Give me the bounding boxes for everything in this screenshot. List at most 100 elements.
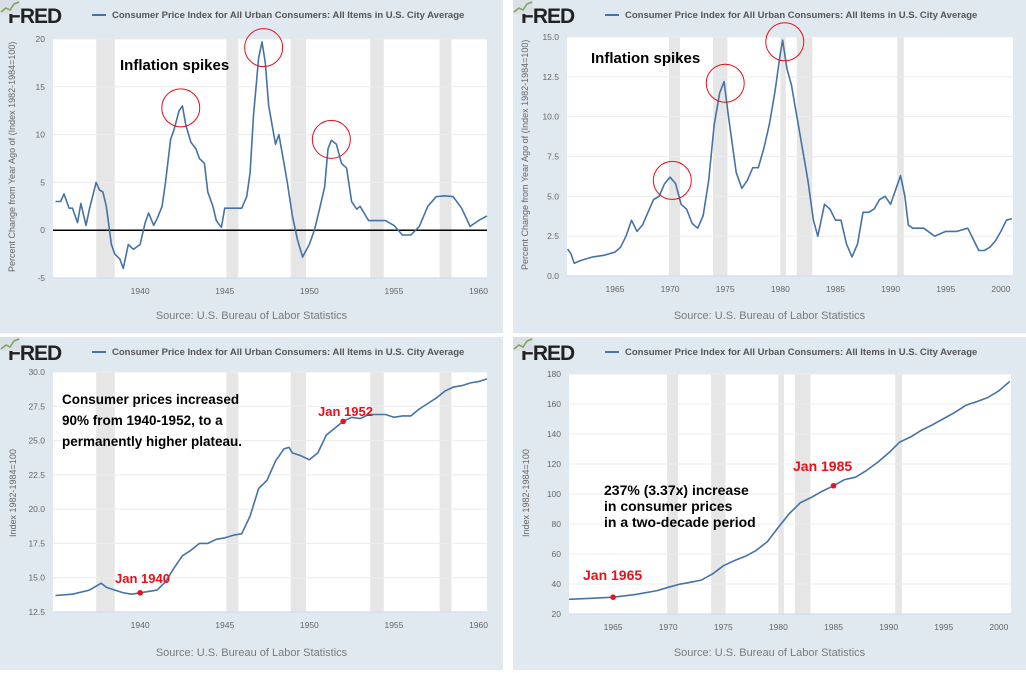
chart-svg: 12.5 15.0 17.5 20.0 22.5 25.0 27.5 30.0 1940 1945…: [28, 367, 488, 630]
x-tick-label: 2000: [989, 622, 1008, 632]
x-tick-label: 1950: [300, 620, 319, 630]
x-tick-label: 1970: [661, 284, 680, 294]
x-tick-label: 1940: [131, 620, 150, 630]
x-tick-label: 1965: [604, 622, 623, 632]
y-tick-label: 20: [36, 34, 46, 44]
x-tick-label: 1995: [936, 284, 955, 294]
x-tick-label: 1960: [469, 620, 488, 630]
cpi-series-line: [55, 378, 488, 597]
annotation-line: 90% from 1940-1952, to a: [62, 413, 223, 428]
annotation-line: 237% (3.37x) increase: [604, 482, 749, 498]
chart-svg: 20 40 60 80 100 120 140 160 180 1965 1970 1975 1980 1…: [547, 369, 1011, 632]
fred-logo: FRED: [8, 5, 62, 28]
annotation-line: in consumer prices: [604, 498, 733, 514]
highlight-circle: [161, 88, 201, 128]
x-tick-label: 1985: [824, 622, 843, 632]
cpi-series-line: [568, 380, 1011, 601]
cpi-series-line: [55, 41, 488, 270]
chart-panel-yoy-1935-1960: FRED Consumer Price Index for All Urban …: [0, 0, 503, 333]
y-tick-label: 180: [547, 369, 561, 379]
x-tick-label: 1945: [215, 286, 234, 296]
y-tick-label: 5.0: [547, 191, 559, 201]
x-tick-label: 1955: [384, 286, 403, 296]
data-point-marker: [830, 482, 837, 489]
y-tick-label: 80: [552, 519, 562, 529]
recession-band: [226, 39, 239, 278]
x-tick-label: 1945: [215, 620, 234, 630]
recession-band: [96, 372, 115, 612]
source-text: Source: U.S. Bureau of Labor Statistics: [673, 647, 866, 659]
x-tick-label: 1975: [716, 284, 735, 294]
y-tick-label: 10.0: [542, 112, 559, 122]
y-tick-label: 0: [40, 225, 45, 235]
marker-label: Jan 1940: [115, 571, 170, 586]
x-tick-label: 1980: [769, 622, 788, 632]
recession-band: [370, 39, 384, 278]
marker-label: Jan 1985: [793, 458, 853, 474]
y-tick-label: 40: [552, 579, 562, 589]
y-tick-label: 20: [552, 609, 562, 619]
fred-logo: FRED: [521, 342, 575, 365]
chart-svg: 0.0 2.5 5.0 7.5 10.0 12.5 15.0 1965 1970 1975 1980…: [542, 22, 1013, 294]
chart-panel-index-1961-2000: FRED Consumer Price Index for All Urban …: [513, 337, 1026, 670]
recession-band: [290, 39, 306, 278]
y-tick-label: 25.0: [28, 436, 45, 446]
y-tick-label: 100: [547, 489, 561, 499]
highlight-circle: [311, 119, 351, 159]
highlight-circle: [652, 160, 692, 200]
plot-area: [53, 39, 487, 278]
recession-band: [370, 372, 384, 612]
x-tick-label: 1995: [934, 622, 953, 632]
annotation-line: Consumer prices increased: [62, 392, 240, 407]
highlight-circle: [244, 28, 284, 68]
y-tick-label: 30.0: [28, 367, 45, 377]
y-tick-label: 160: [547, 399, 561, 409]
recession-band: [439, 372, 452, 612]
y-tick-label: 22.5: [28, 470, 45, 480]
y-tick-label: 5: [40, 177, 45, 187]
source-text: Source: U.S. Bureau of Labor Statistics: [155, 647, 348, 659]
y-tick-label: 17.5: [28, 538, 45, 548]
x-tick-label: 1990: [881, 284, 900, 294]
chart-panel-yoy-1961-2000: FRED Consumer Price Index for All Urban …: [513, 0, 1026, 333]
annotation-inflation-spikes: Inflation spikes: [120, 57, 230, 74]
y-tick-label: -5: [37, 273, 45, 283]
highlight-circle: [705, 63, 745, 103]
series-title: Consumer Price Index for All Urban Consu…: [605, 347, 977, 358]
x-tick-label: 1965: [606, 284, 625, 294]
y-tick-label: 20.0: [28, 504, 45, 514]
chart-panel-index-1935-1960: FRED Consumer Price Index for All Urban …: [0, 337, 503, 670]
annotation-line: in a two-decade period: [604, 514, 756, 530]
x-tick-label: 1955: [384, 620, 403, 630]
recession-band: [290, 372, 306, 612]
source-text: Source: U.S. Bureau of Labor Statistics: [673, 310, 866, 322]
y-tick-label: 60: [552, 549, 562, 559]
source-text: Source: U.S. Bureau of Labor Statistics: [155, 310, 348, 322]
recession-band: [226, 372, 239, 612]
fred-chart-icon: [0, 0, 20, 14]
y-tick-label: 10: [36, 130, 46, 140]
y-tick-label: 0.0: [547, 271, 559, 281]
y-tick-label: 27.5: [28, 401, 45, 411]
y-tick-label: 140: [547, 429, 561, 439]
y-tick-label: 12.5: [28, 607, 45, 617]
fred-logo: FRED: [521, 5, 575, 28]
x-tick-label: 1975: [714, 622, 733, 632]
cpi-series-line: [566, 39, 1013, 265]
series-title: Consumer Price Index for All Urban Consu…: [92, 10, 464, 21]
series-title: Consumer Price Index for All Urban Consu…: [92, 347, 464, 358]
x-tick-label: 1940: [131, 286, 150, 296]
x-tick-label: 2000: [991, 284, 1010, 294]
data-point-marker: [340, 418, 346, 425]
marker-label: Jan 1965: [583, 567, 643, 583]
chart-svg: -5 0 5 10 15 20 1940 1945 1950 1955 1960: [36, 28, 488, 296]
annotation-text: 237% (3.37x) increase in consumer prices…: [604, 482, 756, 530]
highlight-circle: [765, 22, 805, 62]
x-tick-label: 1950: [300, 286, 319, 296]
y-tick-label: 120: [547, 459, 561, 469]
fred-chart-icon: [513, 337, 533, 351]
x-tick-label: 1985: [826, 284, 845, 294]
y-tick-label: 15: [36, 82, 46, 92]
marker-label: Jan 1952: [318, 404, 373, 419]
y-tick-label: 15.0: [28, 573, 45, 583]
